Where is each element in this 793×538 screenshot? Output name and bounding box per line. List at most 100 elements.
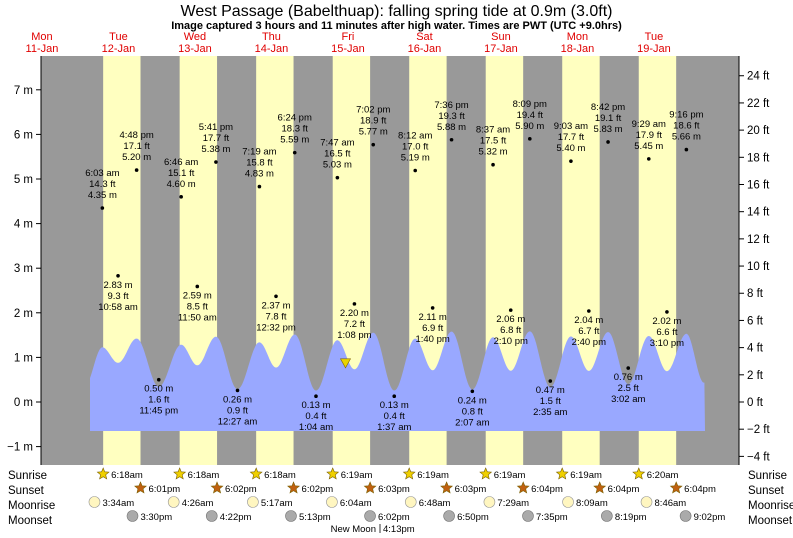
tide-time-label: 1:08 pm: [337, 330, 371, 341]
chart-subtitle: Image captured 3 hours and 11 minutes af…: [171, 20, 622, 32]
sunset-icon: [134, 481, 147, 494]
sunset-time: 6:01pm: [149, 484, 181, 495]
moonset-icon: [522, 510, 534, 522]
tide-time-label: 2:35 am: [533, 407, 567, 418]
tide-ft-label: 17.7 ft: [558, 132, 585, 143]
tide-ft-label: 0.4 ft: [305, 411, 326, 422]
sunset-time: 6:03pm: [378, 484, 410, 495]
tide-time-label: 6:24 pm: [278, 113, 312, 124]
moonrise-row-label-left: Moonrise: [8, 500, 55, 512]
tide-time-label: 7:19 am: [242, 147, 276, 158]
tide-time-label: 8:42 pm: [591, 102, 625, 113]
new-moon-label: New Moon: [331, 524, 376, 535]
tide-point: [156, 377, 161, 382]
right-tick-label: −2 ft: [747, 424, 771, 436]
moonrise-icon: [88, 496, 101, 508]
moonrise-icon: [167, 496, 180, 508]
moonset-time: 6:50pm: [457, 512, 489, 523]
tide-time-label: 11:45 pm: [139, 406, 178, 417]
sunrise-time: 6:20am: [647, 470, 679, 481]
tide-ft-label: 8.5 ft: [187, 301, 208, 312]
tide-m-label: 2.11 m: [418, 312, 446, 323]
tide-ft-label: 7.8 ft: [265, 311, 286, 322]
tide-m-label: 0.76 m: [614, 372, 643, 383]
day-name: Tue: [645, 31, 664, 43]
tide-point: [314, 394, 318, 399]
tide-time-label: 2:10 pm: [494, 336, 528, 347]
tide-m-label: 2.37 m: [261, 300, 290, 311]
tide-time-label: 9:16 pm: [669, 110, 703, 121]
tide-ft-label: 19.4 ft: [517, 110, 544, 121]
tide-ft-label: 17.9 ft: [636, 130, 663, 141]
sunset-icon: [593, 481, 607, 494]
tide-m-label: 4.35 m: [88, 190, 117, 201]
tide-point: [116, 273, 120, 278]
tide-ft-label: 18.6 ft: [673, 121, 700, 132]
sunrise-time: 6:18am: [264, 470, 296, 481]
moonrise-time: 8:46am: [655, 498, 687, 509]
tide-point: [508, 308, 513, 312]
moonrise-time: 3:34am: [102, 498, 134, 509]
tide-point: [235, 388, 240, 393]
tide-time-label: 7:47 am: [320, 138, 354, 149]
tide-time-label: 6:46 am: [164, 157, 198, 168]
left-tick-label: −1 m: [7, 442, 33, 454]
moonrise-row-label-right: Moonrise: [748, 500, 793, 512]
day-date: 16-Jan: [408, 43, 442, 55]
moonset-icon: [126, 510, 139, 522]
tide-point: [528, 137, 532, 141]
right-tick-label: 2 ft: [747, 370, 764, 382]
right-tick-label: 6 ft: [747, 315, 764, 327]
tide-time-label: 2:40 pm: [572, 337, 606, 348]
sunrise-time: 6:19am: [570, 470, 602, 481]
sunset-time: 6:02pm: [225, 484, 257, 495]
tide-time-label: 6:03 am: [85, 168, 119, 179]
tide-point: [470, 389, 475, 394]
tide-ft-label: 16.5 ft: [324, 149, 351, 160]
day-date: 13-Jan: [178, 43, 212, 55]
sunrise-icon: [402, 467, 416, 480]
day-date: 15-Jan: [331, 43, 365, 55]
tide-time-label: 1:04 am: [299, 422, 333, 433]
left-tick-label: 5 m: [14, 174, 33, 186]
tide-ft-label: 15.1 ft: [168, 168, 195, 179]
day-name: Sat: [416, 31, 433, 43]
tide-m-label: 0.24 m: [458, 395, 487, 406]
tide-m-label: 5.88 m: [437, 122, 466, 133]
tide-point: [626, 366, 631, 370]
sunrise-time: 6:19am: [341, 470, 373, 481]
tide-time-label: 2:07 am: [455, 417, 489, 428]
tide-m-label: 5.38 m: [201, 144, 230, 155]
tide-ft-label: 0.9 ft: [227, 405, 248, 416]
moonset-time: 4:22pm: [220, 512, 252, 523]
right-tick-label: 8 ft: [747, 288, 764, 300]
tide-ft-label: 17.5 ft: [480, 136, 507, 147]
tide-m-label: 4.60 m: [167, 179, 196, 190]
sunrise-icon: [249, 467, 263, 480]
tide-time-label: 8:12 am: [398, 131, 432, 142]
sunset-icon: [440, 481, 454, 494]
right-tick-label: 22 ft: [747, 98, 770, 110]
sunrise-icon: [632, 467, 646, 480]
day-date: 12-Jan: [102, 43, 136, 55]
sunset-time: 6:04pm: [608, 484, 640, 495]
tide-time-label: 8:37 am: [476, 125, 510, 136]
tide-point: [548, 379, 553, 383]
tide-time-label: 11:50 am: [178, 312, 217, 323]
left-tick-label: 0 m: [14, 397, 33, 409]
tide-point: [665, 310, 669, 314]
right-tick-label: 24 ft: [747, 71, 770, 83]
tide-point: [352, 302, 357, 306]
moonrise-time: 6:04am: [340, 498, 372, 509]
day-date: 17-Jan: [484, 43, 518, 55]
tide-time-label: 1:40 pm: [415, 334, 449, 345]
tide-curve: [90, 331, 705, 431]
tide-point: [371, 142, 376, 147]
day-name: Thu: [262, 31, 281, 43]
chart-title: West Passage (Babelthuap): falling sprin…: [181, 3, 613, 20]
tide-m-label: 5.90 m: [515, 121, 544, 132]
day-name: Tue: [109, 31, 128, 43]
tide-m-label: 5.32 m: [479, 147, 508, 158]
right-tick-label: 20 ft: [747, 125, 770, 137]
